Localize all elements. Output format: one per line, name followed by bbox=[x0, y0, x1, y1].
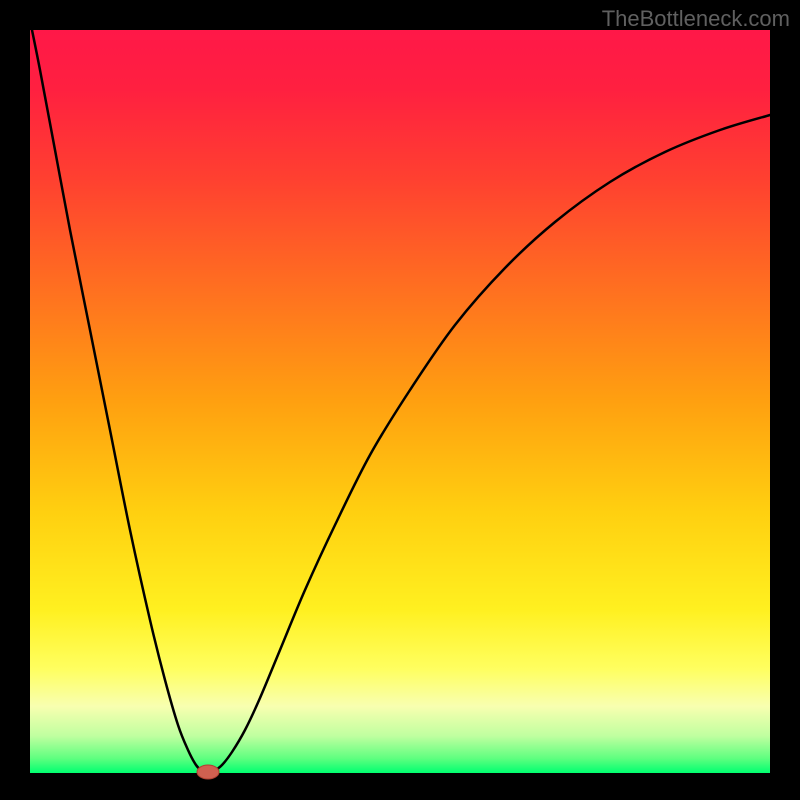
watermark-text: TheBottleneck.com bbox=[602, 6, 790, 32]
chart-container: TheBottleneck.com bbox=[0, 0, 800, 800]
chart-plot-background bbox=[30, 30, 770, 773]
bottleneck-chart bbox=[0, 0, 800, 800]
minimum-marker bbox=[197, 765, 219, 779]
